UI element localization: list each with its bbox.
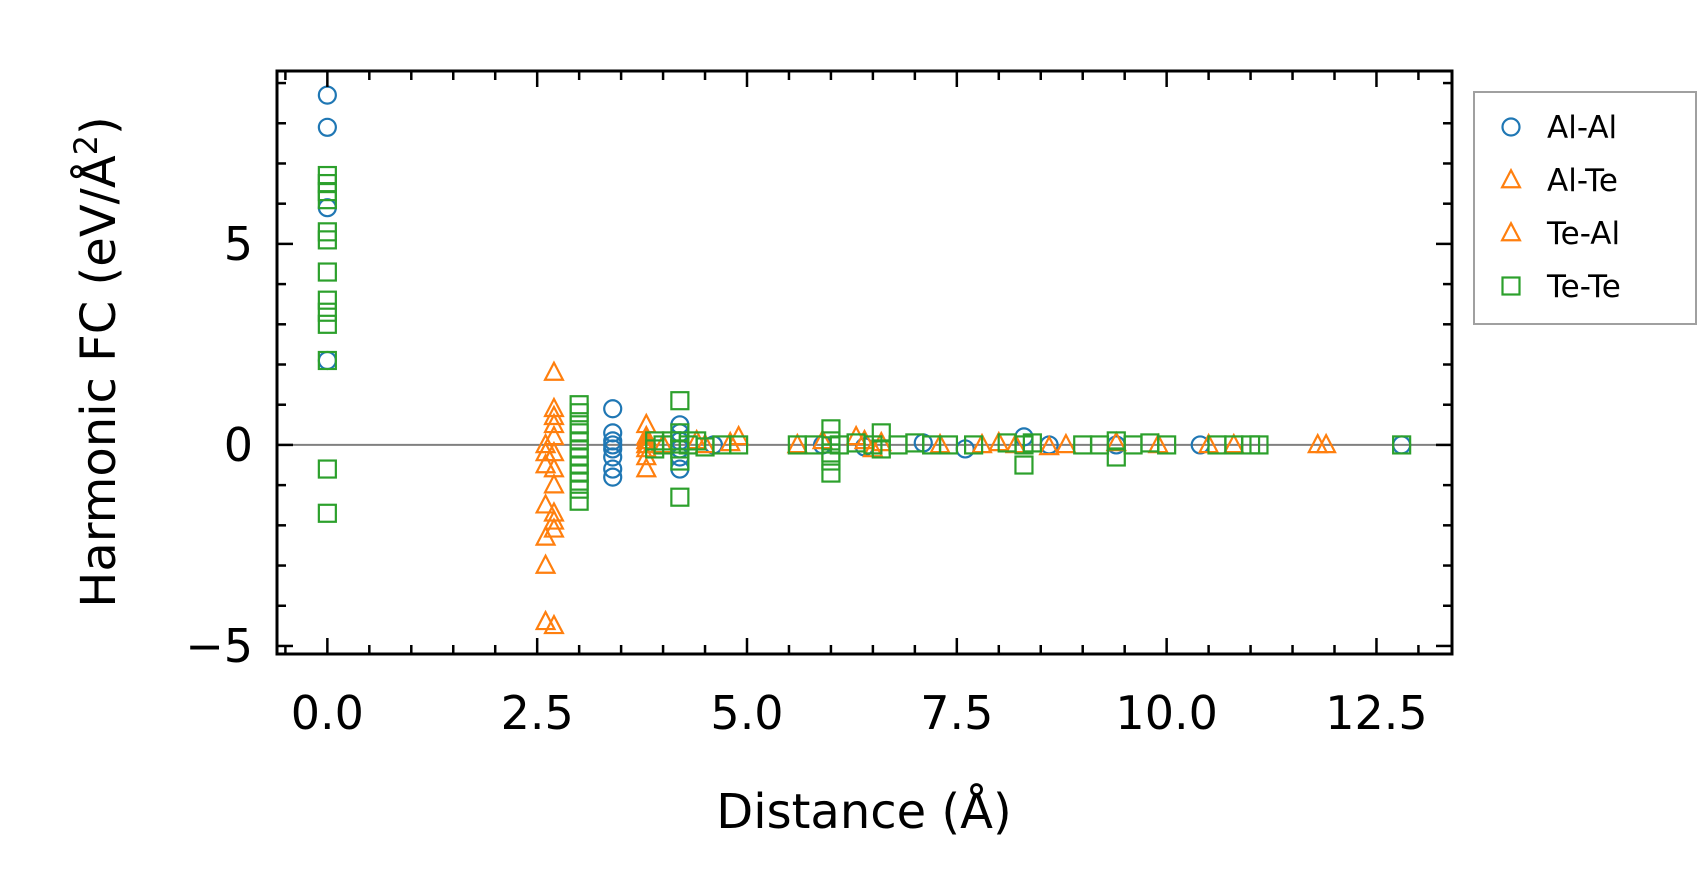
data-point xyxy=(1315,432,1337,454)
x-tick-label: 12.5 xyxy=(1325,686,1427,740)
data-point xyxy=(543,509,565,530)
plot-frame xyxy=(275,69,1454,656)
legend-label: Al-Al xyxy=(1547,110,1617,146)
data-point xyxy=(534,452,557,474)
data-point xyxy=(543,404,565,426)
legend-label: Al-Te xyxy=(1547,163,1618,199)
data-point xyxy=(317,262,337,282)
data-point xyxy=(729,435,749,455)
y-axis-label: Harmonic FC (eV/Å2) xyxy=(67,116,127,608)
legend-item: Al-Te xyxy=(1500,163,1618,199)
y-axis-label-close: ) xyxy=(71,116,127,135)
data-point xyxy=(534,493,557,514)
data-point xyxy=(964,435,984,455)
data-point xyxy=(603,467,623,487)
series-te-al xyxy=(534,404,1337,530)
y-tick-label: 5 xyxy=(224,217,253,271)
legend-item: Te-Al xyxy=(1500,216,1620,252)
series-te-te xyxy=(317,165,1412,523)
data-point xyxy=(1392,435,1412,455)
data-point xyxy=(1022,433,1042,453)
data-point xyxy=(317,459,337,479)
y-tick-label: −5 xyxy=(185,619,253,673)
legend-marker xyxy=(1501,276,1521,296)
data-point xyxy=(1249,435,1269,455)
data-point xyxy=(317,190,337,210)
data-point xyxy=(317,117,337,137)
data-point xyxy=(317,314,337,334)
legend: Al-Al Al-Te Te-Al Te-Te xyxy=(1473,91,1697,325)
data-point xyxy=(317,302,337,322)
x-tick-label: 10.0 xyxy=(1115,686,1217,740)
data-point xyxy=(603,447,623,467)
data-point xyxy=(1038,434,1060,456)
x-tick-label: 2.5 xyxy=(501,686,574,740)
data-point xyxy=(603,439,623,459)
data-point xyxy=(569,479,589,499)
data-point xyxy=(821,463,841,483)
legend-marker xyxy=(1501,117,1521,137)
data-point xyxy=(543,613,565,635)
y-tick-label: 0 xyxy=(224,418,253,472)
data-point xyxy=(1106,447,1126,467)
data-point xyxy=(635,456,658,478)
legend-item: Te-Te xyxy=(1501,269,1621,305)
data-point xyxy=(694,432,716,454)
legend-label: Te-Al xyxy=(1546,216,1620,252)
data-points xyxy=(317,85,1412,635)
legend-marker xyxy=(1500,220,1522,242)
data-point xyxy=(1014,455,1034,475)
axis-ticks xyxy=(277,71,1452,654)
legend-frame xyxy=(1473,91,1697,325)
data-point xyxy=(670,487,690,507)
data-point xyxy=(670,391,690,411)
data-point xyxy=(786,432,809,454)
legend-item: Al-Al xyxy=(1501,110,1617,146)
data-point xyxy=(1055,432,1077,454)
data-point xyxy=(603,459,623,479)
legend-marker xyxy=(1500,167,1522,189)
data-point xyxy=(317,230,337,250)
data-point xyxy=(1223,432,1245,454)
x-axis-label: Distance (Å) xyxy=(716,783,1011,840)
y-axis-label-text: Harmonic FC (eV/Å xyxy=(70,155,127,608)
data-point xyxy=(543,472,565,494)
data-point xyxy=(569,403,589,423)
data-point xyxy=(543,360,565,381)
legend-items: Al-Al Al-Te Te-Al Te-Te xyxy=(1500,110,1621,305)
series-al-al xyxy=(317,85,1412,487)
data-point xyxy=(938,435,959,455)
x-tick-label: 0.0 xyxy=(291,686,364,740)
legend-label: Te-Te xyxy=(1546,269,1621,305)
data-point xyxy=(317,350,337,371)
data-point xyxy=(317,85,337,105)
data-point xyxy=(317,350,337,371)
data-point xyxy=(317,503,337,523)
data-point xyxy=(534,609,557,631)
data-point xyxy=(534,440,557,462)
data-point xyxy=(1157,435,1177,455)
data-point xyxy=(569,491,589,511)
x-tick-label: 5.0 xyxy=(710,686,783,740)
data-point xyxy=(845,424,867,446)
data-point xyxy=(317,290,337,310)
data-point xyxy=(534,553,557,574)
tick-labels: 0.0 2.5 5.0 7.5 10.0 12.5 −5 0 5 xyxy=(185,217,1427,740)
data-point xyxy=(603,399,623,419)
y-axis-label-superscript: 2 xyxy=(67,135,105,155)
series-al-te xyxy=(534,360,1329,635)
x-tick-label: 7.5 xyxy=(920,686,993,740)
